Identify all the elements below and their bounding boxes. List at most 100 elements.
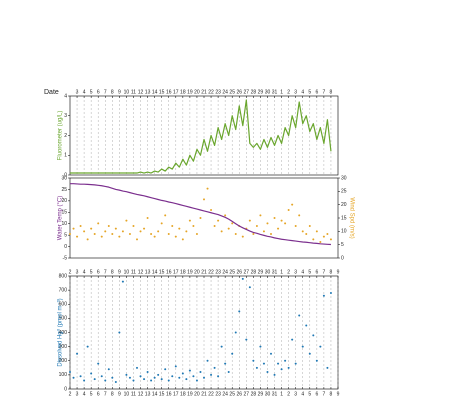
data-point xyxy=(153,235,156,238)
x-axis-label: Date xyxy=(44,89,59,96)
x-tick-label: 21 xyxy=(201,391,207,397)
data-point xyxy=(192,225,195,227)
x-tick-label: 21 xyxy=(201,269,207,275)
data-point xyxy=(241,277,244,280)
data-point xyxy=(157,373,160,376)
y-tick-label: 25 xyxy=(61,187,67,193)
x-tick-label: 31 xyxy=(272,269,278,275)
x-tick-label: 25 xyxy=(229,269,235,275)
data-point xyxy=(227,371,230,374)
data-point xyxy=(259,214,262,217)
data-point xyxy=(79,225,82,227)
y-tick-label: 20 xyxy=(61,198,67,204)
x-tick-label: 28 xyxy=(251,269,257,275)
data-point xyxy=(213,225,216,227)
data-point xyxy=(210,373,213,376)
data-point xyxy=(231,222,234,225)
data-point xyxy=(210,209,213,211)
x-tick-label: 3 xyxy=(294,269,297,275)
y-tick-label: 0 xyxy=(64,386,67,392)
x-tick-label: 21 xyxy=(201,89,207,95)
data-point xyxy=(312,334,315,337)
x-tick-label: 10 xyxy=(124,391,130,397)
y-tick-label: 0 xyxy=(64,244,67,250)
x-tick-label: 3 xyxy=(294,89,297,95)
x-tick-label: 11 xyxy=(131,269,136,275)
x-tick-label: 19 xyxy=(187,391,193,397)
y-axis-label: Dissolved Hg⁰ (pmol m⁻³) xyxy=(57,298,64,366)
x-tick-label: 25 xyxy=(229,391,235,397)
x-tick-label: 11 xyxy=(131,89,136,95)
x-tick-label: 18 xyxy=(180,89,186,95)
data-point xyxy=(280,368,283,371)
data-point xyxy=(76,352,79,355)
data-point xyxy=(104,379,107,382)
data-point xyxy=(326,233,329,235)
data-point xyxy=(195,379,198,382)
x-tick-label: 8 xyxy=(111,89,114,95)
data-point xyxy=(238,310,241,313)
data-point xyxy=(277,227,280,230)
data-point xyxy=(160,222,163,225)
x-tick-label: 30 xyxy=(265,269,271,275)
data-point xyxy=(114,380,117,383)
x-tick-label: 3 xyxy=(76,89,79,95)
x-tick-label: 12 xyxy=(138,269,144,275)
data-point xyxy=(224,214,227,217)
y2-tick-label: 15 xyxy=(341,215,347,221)
data-point xyxy=(315,230,318,233)
data-point xyxy=(114,227,117,230)
data-point xyxy=(294,362,297,365)
y-tick-label: 300 xyxy=(59,344,68,350)
data-point xyxy=(217,219,220,222)
x-tick-label: 12 xyxy=(138,391,144,397)
x-tick-label: 8 xyxy=(330,391,333,397)
y-tick-label: 30 xyxy=(61,175,67,181)
data-point xyxy=(252,359,255,362)
data-point xyxy=(199,217,202,219)
data-point xyxy=(206,359,209,362)
x-tick-label: 4 xyxy=(83,269,86,275)
x-tick-label: 7 xyxy=(323,89,326,95)
data-point xyxy=(107,368,110,371)
x-tick-label: 29 xyxy=(258,269,264,275)
data-point xyxy=(248,286,251,289)
data-point xyxy=(143,227,146,230)
data-point xyxy=(280,219,283,222)
x-tick-label: 18 xyxy=(180,269,186,275)
x-tick-label: 16 xyxy=(166,391,172,397)
x-tick-label: 30 xyxy=(265,89,271,95)
data-point xyxy=(203,376,205,379)
y-tick-label: 3 xyxy=(64,113,67,119)
x-tick-label: 12 xyxy=(138,89,144,95)
x-tick-label: 20 xyxy=(194,391,200,397)
data-point xyxy=(329,291,332,294)
x-tick-label: 3 xyxy=(76,391,79,397)
data-point xyxy=(326,366,329,369)
x-tick-label: 5 xyxy=(308,269,311,275)
data-point xyxy=(220,230,223,233)
data-point xyxy=(171,225,174,227)
x-tick-label: 7 xyxy=(323,391,326,397)
data-point xyxy=(90,227,93,230)
y-tick-label: 400 xyxy=(59,330,68,336)
data-point xyxy=(270,352,272,355)
x-tick-label: 3 xyxy=(294,391,297,397)
data-point xyxy=(273,217,276,219)
y-tick-label: 500 xyxy=(59,316,68,322)
x-tick-label: 15 xyxy=(159,269,165,275)
data-point xyxy=(146,371,149,374)
x-tick-label: 7 xyxy=(104,391,107,397)
data-point xyxy=(188,219,191,222)
data-point xyxy=(231,352,234,355)
data-point xyxy=(284,359,287,362)
data-point xyxy=(259,345,262,348)
x-tick-label: 6 xyxy=(315,89,318,95)
data-point xyxy=(245,338,248,341)
x-tick-label: 26 xyxy=(236,89,242,95)
x-tick-label: 16 xyxy=(166,269,172,275)
x-tick-label: 14 xyxy=(152,89,158,95)
x-tick-label: 16 xyxy=(166,89,172,95)
x-tick-label: 30 xyxy=(265,391,271,397)
data-point xyxy=(164,214,167,217)
